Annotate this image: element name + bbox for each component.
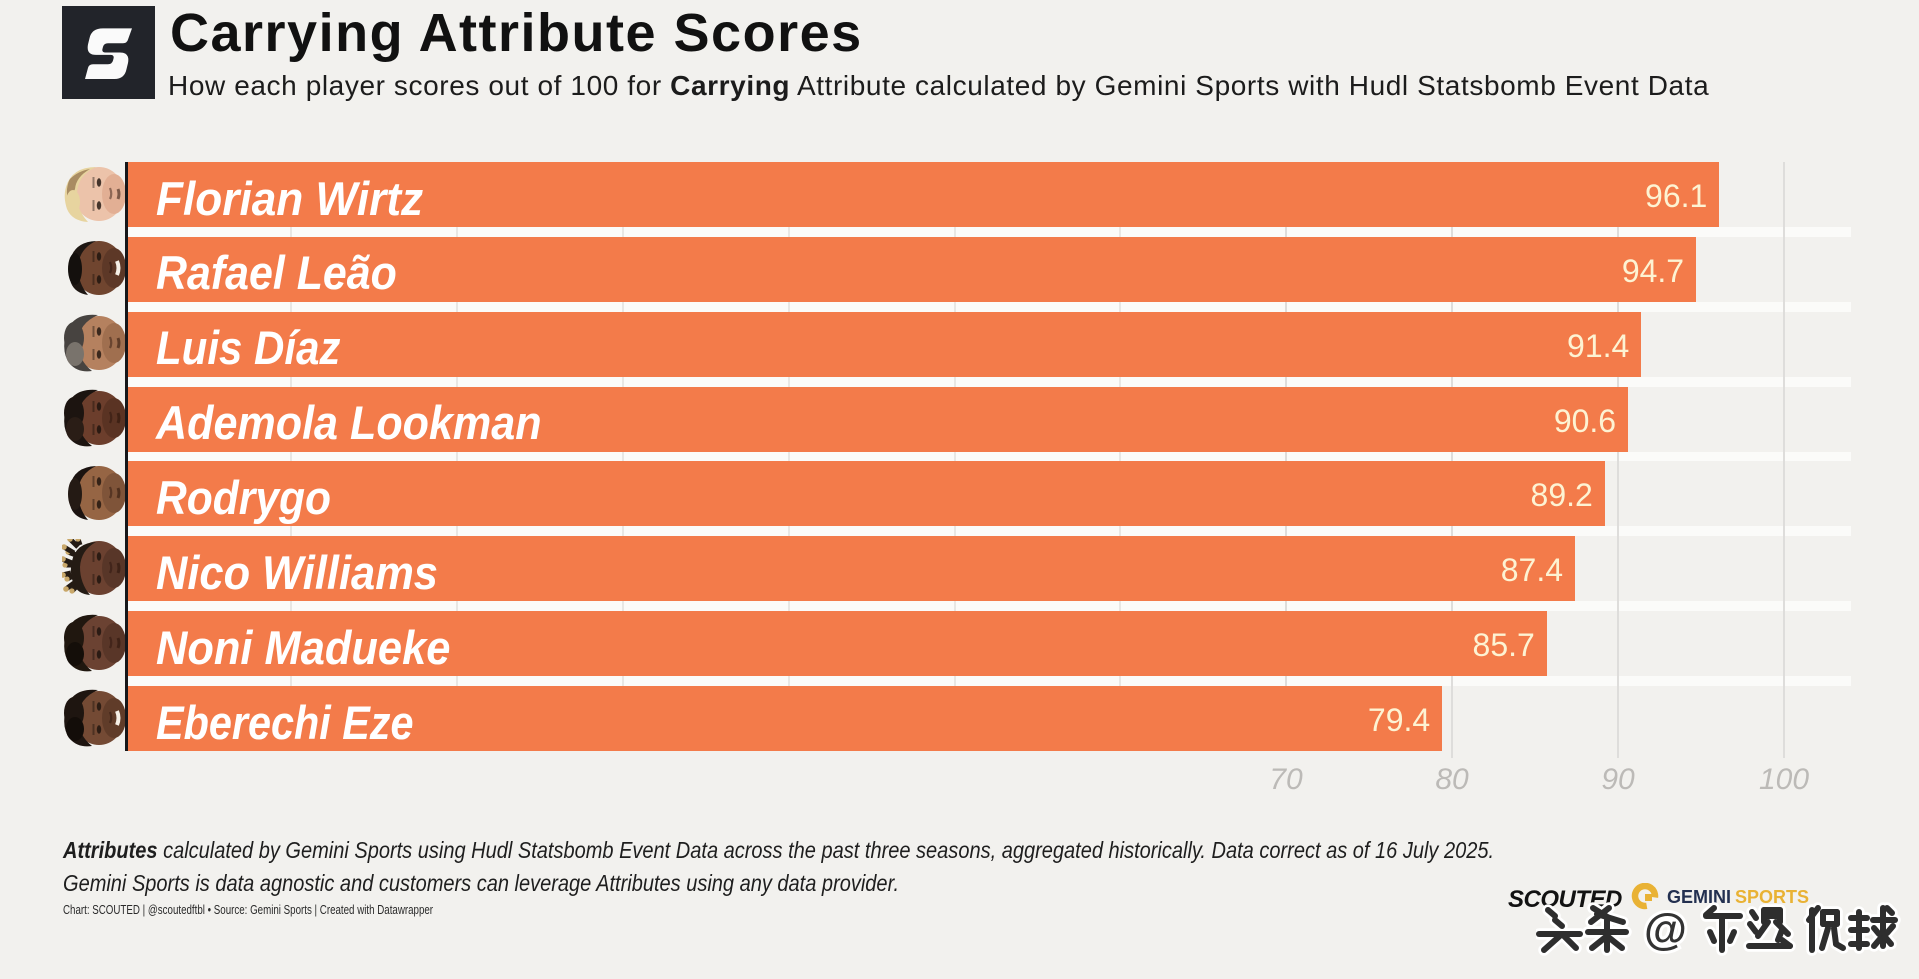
svg-text:SPORTS: SPORTS [1735,887,1809,907]
svg-text:@: @ [1644,905,1687,954]
svg-text:GEMINI: GEMINI [1667,887,1731,907]
svg-text:@: @ [1644,905,1687,954]
